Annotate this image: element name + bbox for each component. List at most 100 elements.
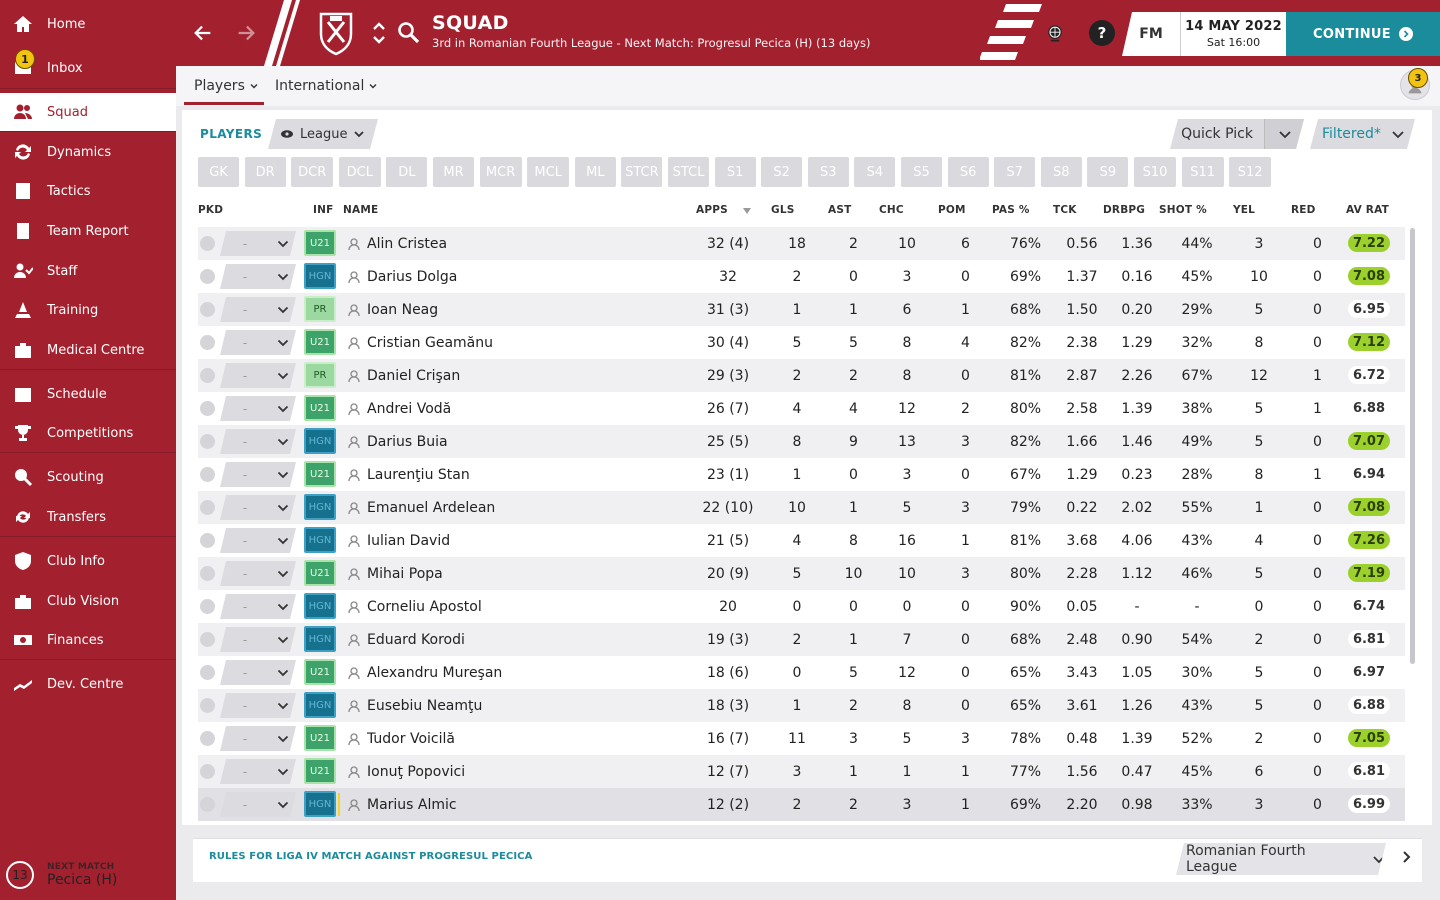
pkd-select[interactable]: - bbox=[220, 330, 296, 355]
player-name-cell[interactable]: Laurenţiu Stan bbox=[348, 458, 470, 491]
position-button-dl[interactable]: DL bbox=[386, 157, 428, 187]
sidebar-item-home[interactable]: Home bbox=[0, 5, 176, 43]
col-gls[interactable]: GLS bbox=[771, 204, 795, 216]
pkd-select[interactable]: - bbox=[220, 264, 296, 289]
position-button-s3[interactable]: S3 bbox=[807, 157, 849, 187]
col-red[interactable]: RED bbox=[1291, 204, 1316, 216]
player-name-cell[interactable]: Darius Dolga bbox=[348, 260, 457, 293]
col-shot[interactable]: SHOT % bbox=[1159, 204, 1207, 216]
position-button-stcl[interactable]: STCL bbox=[668, 157, 709, 187]
pick-check-icon[interactable] bbox=[200, 302, 215, 317]
table-row[interactable]: - U21 Andrei Vodă 26 (7) 4 4 12 2 80% 2.58 1.39 38%… bbox=[198, 392, 1405, 425]
pick-check-icon[interactable] bbox=[200, 368, 215, 383]
sidebar-item-medical-centre[interactable]: Medical Centre bbox=[0, 331, 176, 369]
sidebar-item-team-report[interactable]: Team Report bbox=[0, 212, 176, 250]
pkd-select[interactable]: - bbox=[220, 297, 296, 322]
player-name-cell[interactable]: Alexandru Mureşan bbox=[348, 656, 502, 689]
table-row[interactable]: - U21 Laurenţiu Stan 23 (1) 1 0 3 0 67% 1.29 0.23 2… bbox=[198, 458, 1405, 491]
position-button-dr[interactable]: DR bbox=[244, 157, 286, 187]
position-button-s9[interactable]: S9 bbox=[1087, 157, 1129, 187]
pick-check-icon[interactable] bbox=[200, 500, 215, 515]
table-row[interactable]: - HGN Emanuel Ardelean 22 (10) 10 1 5 3 79% 0.22 2… bbox=[198, 491, 1405, 524]
position-button-s12[interactable]: S12 bbox=[1229, 157, 1272, 187]
social-feed-button[interactable] bbox=[1042, 20, 1068, 46]
table-row[interactable]: - U21 Ionuţ Popovici 12 (7) 3 1 1 1 77% 1.56 0.47 4… bbox=[198, 755, 1405, 788]
pkd-select[interactable]: - bbox=[220, 528, 296, 553]
col-chc[interactable]: CHC bbox=[879, 204, 904, 216]
sidebar-item-dev-centre[interactable]: Dev. Centre bbox=[0, 665, 176, 703]
pkd-select[interactable]: - bbox=[220, 462, 296, 487]
pkd-select[interactable]: - bbox=[220, 231, 296, 256]
sidebar-item-transfers[interactable]: Transfers bbox=[0, 498, 176, 536]
sidebar-item-tactics[interactable]: Tactics bbox=[0, 172, 176, 210]
quick-pick-dropdown[interactable]: Quick Pick bbox=[1170, 119, 1304, 149]
player-name-cell[interactable]: Daniel Crişan bbox=[348, 359, 460, 392]
pick-check-icon[interactable] bbox=[200, 698, 215, 713]
position-button-s7[interactable]: S7 bbox=[994, 157, 1036, 187]
col-avrat[interactable]: AV RAT bbox=[1346, 204, 1389, 216]
col-pom[interactable]: POM bbox=[938, 204, 966, 216]
player-name-cell[interactable]: Alin Cristea bbox=[348, 227, 447, 260]
table-row[interactable]: - HGN Darius Buia 25 (5) 8 9 13 3 82% 1.66 1.46 49%… bbox=[198, 425, 1405, 458]
table-row[interactable]: - HGN Iulian David 21 (5) 4 8 16 1 81% 3.68 4.06 43… bbox=[198, 524, 1405, 557]
pick-check-icon[interactable] bbox=[200, 599, 215, 614]
col-drbpg[interactable]: DRBPG bbox=[1103, 204, 1146, 216]
table-row[interactable]: - HGN Eduard Korodi 19 (3) 2 1 7 0 68% 2.48 0.90 54… bbox=[198, 623, 1405, 656]
pkd-select[interactable]: - bbox=[220, 561, 296, 586]
sidebar-item-scouting[interactable]: Scouting bbox=[0, 458, 176, 496]
table-row[interactable]: - U21 Cristian Geamănu 30 (4) 5 5 8 4 82% 2.38 1.2… bbox=[198, 326, 1405, 359]
pick-check-icon[interactable] bbox=[200, 269, 215, 284]
position-button-s10[interactable]: S10 bbox=[1134, 157, 1176, 187]
col-pas[interactable]: PAS % bbox=[992, 204, 1030, 216]
pkd-select[interactable]: - bbox=[220, 429, 296, 454]
league-dropdown[interactable]: League bbox=[268, 119, 378, 149]
competition-dropdown[interactable]: Romanian Fourth League bbox=[1176, 843, 1386, 875]
player-name-cell[interactable]: Eduard Korodi bbox=[348, 623, 465, 656]
position-button-mcr[interactable]: MCR bbox=[479, 157, 522, 187]
pick-check-icon[interactable] bbox=[200, 731, 215, 746]
search-icon[interactable] bbox=[396, 20, 422, 46]
pick-check-icon[interactable] bbox=[200, 434, 215, 449]
table-row[interactable]: - HGN Corneliu Apostol 20 0 0 0 0 90% 0.05 - - 0 0 6.7… bbox=[198, 590, 1405, 623]
sidebar-item-club-vision[interactable]: Club Vision bbox=[0, 582, 176, 620]
position-button-dcl[interactable]: DCL bbox=[338, 157, 381, 187]
match-rules-link[interactable]: RULES FOR LIGA IV MATCH AGAINST PROGRESU… bbox=[209, 851, 533, 862]
table-row[interactable]: - HGN Marius Almic 12 (2) 2 2 3 1 69% 2.20 0.98 33%… bbox=[198, 788, 1405, 821]
chevron-down-icon[interactable] bbox=[1264, 119, 1304, 149]
sidebar-item-competitions[interactable]: Competitions bbox=[0, 414, 176, 452]
position-button-s5[interactable]: S5 bbox=[901, 157, 942, 187]
col-inf[interactable]: INF bbox=[313, 204, 334, 216]
table-row[interactable]: - HGN Darius Dolga 32 2 0 3 0 69% 1.37 0.16 45% 10 0 7… bbox=[198, 260, 1405, 293]
pick-check-icon[interactable] bbox=[200, 533, 215, 548]
position-button-s2[interactable]: S2 bbox=[761, 157, 803, 187]
position-button-gk[interactable]: GK bbox=[198, 157, 239, 187]
table-row[interactable]: - PR Daniel Crişan 29 (3) 2 2 8 0 81% 2.87 2.26 67%… bbox=[198, 359, 1405, 392]
table-row[interactable]: - U21 Mihai Popa 20 (9) 5 10 10 3 80% 2.28 1.12 46%… bbox=[198, 557, 1405, 590]
pick-check-icon[interactable] bbox=[200, 764, 215, 779]
forward-button[interactable] bbox=[231, 18, 261, 48]
col-pkd[interactable]: PKD bbox=[198, 204, 224, 216]
sidebar-item-schedule[interactable]: Schedule bbox=[0, 375, 176, 413]
player-name-cell[interactable]: Corneliu Apostol bbox=[348, 590, 482, 623]
player-name-cell[interactable]: Ioan Neag bbox=[348, 293, 438, 326]
player-name-cell[interactable]: Cristian Geamănu bbox=[348, 326, 493, 359]
position-button-stcr[interactable]: STCR bbox=[621, 157, 663, 187]
pick-check-icon[interactable] bbox=[200, 797, 215, 812]
pkd-select[interactable]: - bbox=[220, 363, 296, 388]
fm-menu-button[interactable]: FM bbox=[1122, 12, 1180, 56]
position-button-s4[interactable]: S4 bbox=[854, 157, 896, 187]
player-name-cell[interactable]: Iulian David bbox=[348, 524, 450, 557]
continue-button[interactable]: CONTINUE bbox=[1286, 12, 1440, 56]
up-down-chevron-icon[interactable] bbox=[369, 18, 389, 48]
pick-check-icon[interactable] bbox=[200, 632, 215, 647]
back-button[interactable] bbox=[188, 18, 218, 48]
sidebar-item-club-info[interactable]: Club Info bbox=[0, 542, 176, 580]
col-yel[interactable]: YEL bbox=[1233, 204, 1256, 216]
pkd-select[interactable]: - bbox=[220, 792, 296, 817]
col-name[interactable]: NAME bbox=[343, 204, 379, 216]
sidebar-item-training[interactable]: Training bbox=[0, 291, 176, 329]
player-name-cell[interactable]: Tudor Voicilă bbox=[348, 722, 455, 755]
table-row[interactable]: - U21 Alexandru Mureşan 18 (6) 0 5 12 0 65% 3.43 1… bbox=[198, 656, 1405, 689]
position-button-s8[interactable]: S8 bbox=[1040, 157, 1082, 187]
pick-check-icon[interactable] bbox=[200, 665, 215, 680]
